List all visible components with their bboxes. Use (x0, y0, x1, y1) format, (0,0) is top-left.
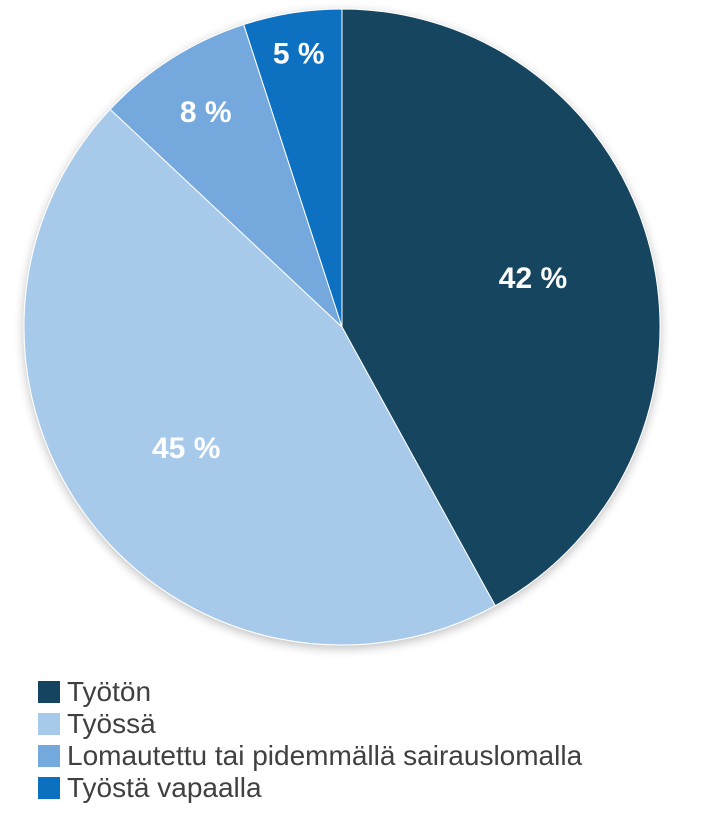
pie-slice-2 (23, 108, 496, 646)
slice-label-3: 8 % (180, 96, 232, 129)
legend-label: Työssä (67, 708, 156, 739)
legend-swatch (38, 745, 60, 767)
pie-slice-3 (109, 23, 343, 328)
pie-slice-1 (341, 8, 661, 607)
slice-label-2: 45 % (152, 432, 220, 465)
legend-label: Lomautettu tai pidemmällä sairauslomalla (67, 740, 583, 771)
legend-swatch (38, 681, 60, 703)
legend-item: Lomautettu tai pidemmällä sairauslomalla (38, 740, 582, 772)
legend-label: Työstä vapaalla (67, 772, 262, 803)
slice-label-4: 5 % (273, 38, 325, 71)
legend-item: Työssä (38, 708, 582, 740)
pie-slice-4 (243, 8, 343, 328)
legend-label: Työtön (67, 676, 152, 707)
slice-label-1: 42 % (499, 262, 567, 295)
legend-swatch (38, 777, 60, 799)
legend: Työtön Työssä Lomautettu tai pidemmällä sa… (38, 676, 582, 804)
slice-labels: 42 % 45 % 8 % 5 % (152, 38, 567, 465)
legend-swatch (38, 713, 60, 735)
pie-slices (23, 8, 661, 646)
legend-item: Työtön (38, 676, 582, 708)
legend-item: Työstä vapaalla (38, 772, 582, 804)
